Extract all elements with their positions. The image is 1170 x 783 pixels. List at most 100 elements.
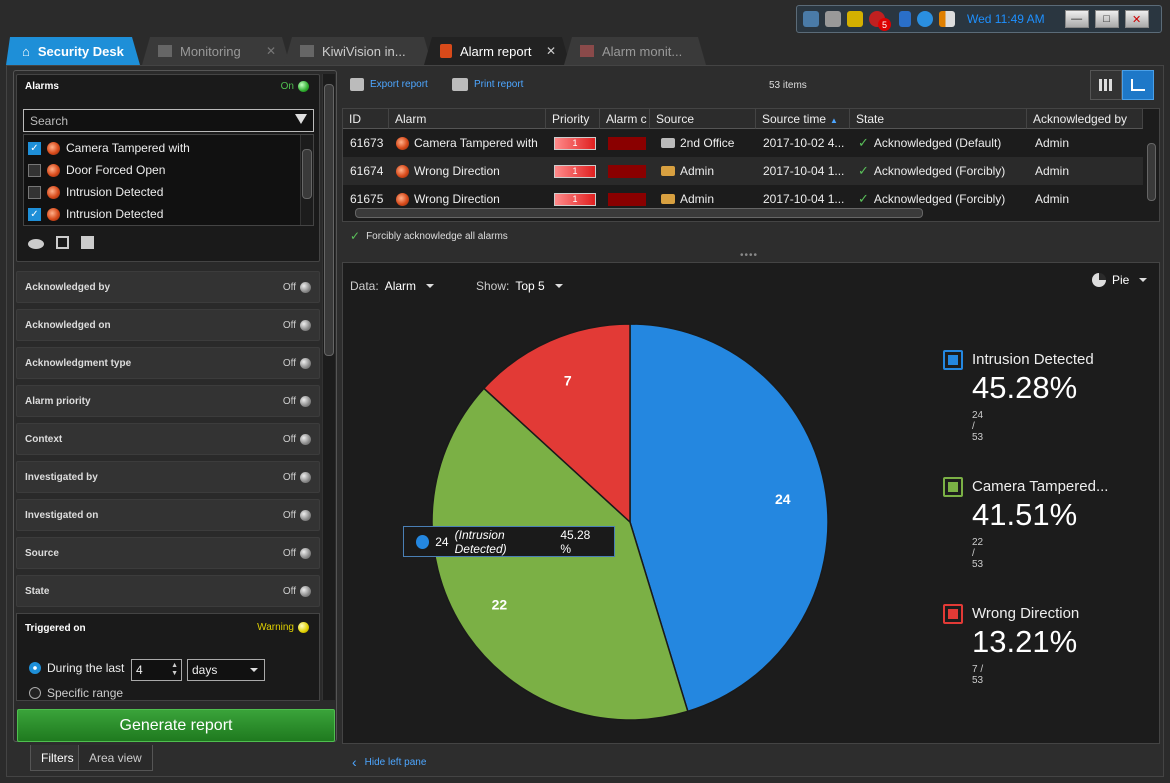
- tab-security-desk[interactable]: ⌂ Security Desk: [6, 37, 140, 65]
- column-header-id[interactable]: ID: [343, 109, 389, 129]
- filter-source[interactable]: Source Off: [16, 537, 320, 569]
- area-icon: [661, 138, 675, 148]
- column-header-alarm-color[interactable]: Alarm c: [600, 109, 650, 129]
- filter-state[interactable]: State Off: [16, 575, 320, 607]
- globe-icon[interactable]: [917, 11, 933, 27]
- status-led-icon: [300, 281, 311, 293]
- alarm-list-scrollbar[interactable]: [300, 135, 313, 225]
- table-row[interactable]: 61674 Wrong Direction 1 Admin 2017-10-04…: [343, 157, 1143, 185]
- column-header-state[interactable]: State: [850, 109, 1027, 129]
- tab-filters[interactable]: Filters: [30, 745, 85, 771]
- unit-select[interactable]: days: [187, 659, 265, 681]
- splitter-handle[interactable]: ••••: [740, 250, 759, 261]
- cell-text: Acknowledged (Forcibly): [873, 192, 1006, 206]
- filter-acknowledgment-type[interactable]: Acknowledgment type Off: [16, 347, 320, 379]
- legend-name: Intrusion Detected: [972, 351, 1094, 368]
- stepper-arrows-icon[interactable]: ▲ ▼: [171, 662, 178, 677]
- alarm-color-swatch: [608, 192, 646, 206]
- list-item-label: Intrusion Detected: [66, 207, 164, 221]
- tab-kiwivision[interactable]: KiwiVision in...: [284, 37, 432, 65]
- close-button[interactable]: ✕: [1124, 10, 1149, 28]
- filter-label: Acknowledgment type: [25, 357, 132, 369]
- cell-id: 61675: [350, 192, 384, 206]
- volume-icon[interactable]: [899, 11, 911, 27]
- signal-icon[interactable]: [939, 11, 955, 27]
- filter-context[interactable]: Context Off: [16, 423, 320, 455]
- pie-slice-label: 7: [564, 373, 572, 389]
- during-the-last-radio[interactable]: During the last: [29, 661, 124, 675]
- status-led-icon: [300, 471, 311, 483]
- list-item-label: Intrusion Detected: [66, 185, 164, 199]
- column-header-priority[interactable]: Priority: [546, 109, 600, 129]
- eye-icon[interactable]: [28, 239, 44, 249]
- column-header-acknowledged-by[interactable]: Acknowledged by: [1027, 109, 1143, 129]
- filter-investigated-on[interactable]: Investigated on Off: [16, 499, 320, 531]
- user-icon[interactable]: [825, 11, 841, 27]
- tab-monitoring[interactable]: Monitoring ✕: [142, 37, 290, 65]
- alarms-filter-toggle[interactable]: On: [281, 81, 309, 92]
- tab-alarm-report[interactable]: Alarm report ✕: [424, 37, 570, 65]
- chart-type-selector[interactable]: Pie: [1092, 273, 1148, 287]
- alarm-color-swatch: [608, 136, 646, 150]
- settings-icon[interactable]: [803, 11, 819, 27]
- filters-scrollbar[interactable]: [322, 74, 335, 700]
- alarm-notification-icon[interactable]: 5: [869, 11, 891, 31]
- list-item[interactable]: Door Forced Open: [28, 160, 165, 180]
- close-icon[interactable]: ✕: [545, 44, 556, 58]
- show-selector[interactable]: Show: Top 5: [476, 279, 563, 293]
- monitoring-icon: [158, 45, 172, 57]
- select-none-icon[interactable]: [81, 236, 94, 249]
- checkbox-checked[interactable]: ✓: [28, 207, 41, 221]
- filter-acknowledged-on[interactable]: Acknowledged on Off: [16, 309, 320, 341]
- table-row[interactable]: 61675 Wrong Direction 1 Admin 2017-10-04…: [343, 185, 1143, 207]
- column-header-source-time[interactable]: Source time ▲: [756, 109, 850, 129]
- tab-label: Alarm monit...: [602, 43, 683, 59]
- megaphone-icon[interactable]: [847, 11, 863, 27]
- cell-text: Acknowledged (Default): [873, 136, 1002, 150]
- filter-funnel-icon[interactable]: [295, 114, 307, 124]
- column-header-alarm[interactable]: Alarm: [389, 109, 546, 129]
- maximize-button[interactable]: □: [1094, 10, 1119, 28]
- checkbox[interactable]: [28, 163, 41, 177]
- table-row[interactable]: 61673 Camera Tampered with 1 2nd Office …: [343, 129, 1143, 157]
- cell-priority: 1: [554, 185, 596, 207]
- grid-view-button[interactable]: [1090, 70, 1122, 100]
- minimize-button[interactable]: —: [1064, 10, 1089, 28]
- filter-acknowledged-by[interactable]: Acknowledged by Off: [16, 271, 320, 303]
- legend-swatch: [943, 477, 963, 497]
- tab-area-view[interactable]: Area view: [78, 745, 153, 771]
- chart-view-button[interactable]: [1122, 70, 1154, 100]
- pie-slice[interactable]: [482, 323, 631, 524]
- data-value: Alarm: [384, 279, 417, 293]
- print-report-button[interactable]: Print report: [452, 78, 523, 91]
- days-count-stepper[interactable]: 4 ▲ ▼: [131, 659, 182, 681]
- close-icon[interactable]: ✕: [265, 44, 276, 58]
- forcibly-acknowledge-all-button[interactable]: ✓ Forcibly acknowledge all alarms: [350, 229, 508, 243]
- table-horizontal-scrollbar[interactable]: [347, 207, 1137, 219]
- export-report-button[interactable]: Export report: [350, 78, 428, 91]
- specific-range-radio[interactable]: Specific range: [29, 686, 123, 700]
- hide-left-pane-button[interactable]: ‹ Hide left pane: [352, 754, 426, 770]
- triggered-on-toggle[interactable]: Warning: [257, 622, 309, 633]
- list-item[interactable]: ✓ Camera Tampered with: [28, 138, 190, 158]
- generate-report-button[interactable]: Generate report: [17, 709, 335, 742]
- tab-alarm-monitoring[interactable]: Alarm monit...: [564, 37, 706, 65]
- checkbox[interactable]: [28, 185, 41, 199]
- filter-investigated-by[interactable]: Investigated by Off: [16, 461, 320, 493]
- select-all-icon[interactable]: [56, 236, 69, 249]
- data-selector[interactable]: Data: Alarm: [350, 279, 435, 293]
- filter-alarm-priority[interactable]: Alarm priority Off: [16, 385, 320, 417]
- filter-label: Context: [25, 433, 63, 445]
- list-item[interactable]: ✓ Intrusion Detected: [28, 204, 163, 224]
- cell-priority: 1: [554, 157, 596, 185]
- column-header-source[interactable]: Source: [650, 109, 756, 129]
- list-item[interactable]: Intrusion Detected: [28, 182, 163, 202]
- pie-slice[interactable]: [629, 323, 829, 713]
- checkbox-checked[interactable]: ✓: [28, 141, 41, 155]
- pie-chart-icon: [1092, 273, 1106, 287]
- alarm-list: ✓ Camera Tampered with Door Forced Open I…: [23, 134, 314, 226]
- alarm-icon: [47, 141, 60, 155]
- tab-bar: ⌂ Security Desk Monitoring ✕ KiwiVision …: [0, 37, 1170, 65]
- table-vertical-scrollbar[interactable]: [1145, 129, 1159, 221]
- alarm-search-input[interactable]: Search: [23, 109, 314, 132]
